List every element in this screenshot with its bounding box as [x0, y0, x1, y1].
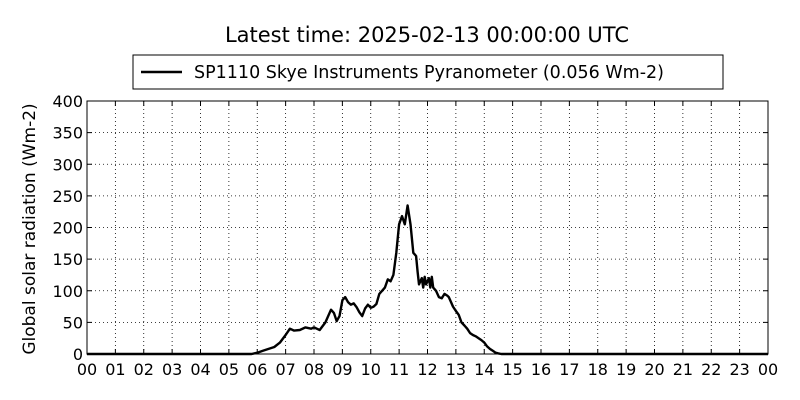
x-tick-label: 23 — [729, 360, 749, 379]
x-tick-label: 21 — [673, 360, 693, 379]
plot-area-frame — [86, 100, 769, 355]
x-tick-label: 12 — [417, 360, 437, 379]
x-tick-label: 06 — [247, 360, 267, 379]
y-tick-label: 200 — [52, 219, 83, 238]
y-tick-label: 0 — [73, 345, 83, 364]
x-tick-label: 19 — [616, 360, 636, 379]
x-tick-label: 03 — [162, 360, 182, 379]
x-tick-label: 07 — [275, 360, 295, 379]
x-tick-label: 00 — [758, 360, 778, 379]
y-tick-label: 100 — [52, 282, 83, 301]
y-tick-label: 250 — [52, 187, 83, 206]
x-tick-label: 11 — [389, 360, 409, 379]
y-tick-label: 300 — [52, 155, 83, 174]
x-tick-label: 00 — [77, 360, 97, 379]
x-tick-label: 01 — [105, 360, 125, 379]
x-tick-label: 16 — [531, 360, 551, 379]
x-tick-label: 14 — [474, 360, 494, 379]
y-tick-label: 350 — [52, 124, 83, 143]
y-tick-label: 50 — [63, 313, 83, 332]
x-tick-label: 15 — [502, 360, 522, 379]
legend-series-label: SP1110 Skye Instruments Pyranometer (0.0… — [194, 63, 664, 83]
x-tick-label: 13 — [446, 360, 466, 379]
legend-box — [132, 54, 724, 90]
x-tick-label: 08 — [304, 360, 324, 379]
series-line-pyranometer — [87, 204, 768, 356]
series-layer — [87, 204, 768, 356]
y-tick-label: 150 — [52, 250, 83, 269]
tick-labels: 00 01 02 03 04 05 06 07 08 09 10 11 12 13 14 15 16 17 18 19… — [52, 92, 778, 379]
x-tick-label: 10 — [361, 360, 381, 379]
legend: SP1110 Skye Instruments Pyranometer (0.0… — [132, 54, 724, 90]
x-tick-label: 04 — [190, 360, 210, 379]
chart-title: Latest time: 2025-02-13 00:00:00 UTC — [225, 23, 629, 47]
y-tick-label: 400 — [52, 92, 83, 111]
x-tick-label: 09 — [332, 360, 352, 379]
x-tick-label: 22 — [701, 360, 721, 379]
x-tick-label: 18 — [588, 360, 608, 379]
x-tick-label: 05 — [219, 360, 239, 379]
x-tick-label: 02 — [134, 360, 154, 379]
y-axis-label: Global solar radiation (Wm-2) — [20, 103, 40, 354]
grid-lines — [87, 101, 768, 354]
x-tick-label: 20 — [644, 360, 664, 379]
x-tick-label: 17 — [559, 360, 579, 379]
